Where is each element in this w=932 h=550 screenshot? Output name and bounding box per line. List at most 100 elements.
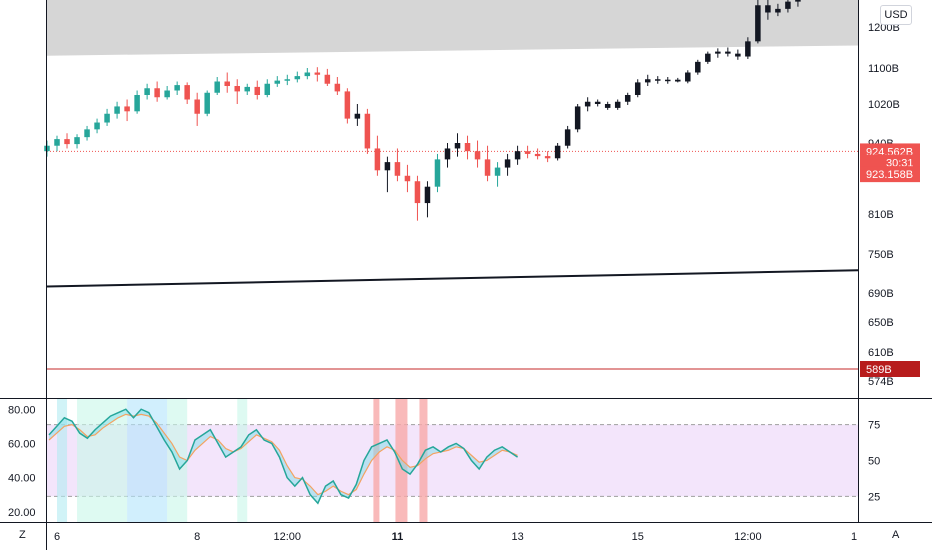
candle bbox=[244, 86, 251, 92]
candle bbox=[464, 143, 471, 152]
candle bbox=[124, 106, 130, 112]
candle bbox=[745, 41, 751, 57]
candle bbox=[114, 106, 120, 114]
price-tick-label: 1020B bbox=[868, 99, 900, 111]
oscillator-left-tick: 60.00 bbox=[8, 438, 36, 450]
candle bbox=[414, 181, 421, 204]
oscillator-right-tick: 25 bbox=[868, 491, 880, 503]
candle bbox=[715, 51, 721, 54]
candle bbox=[604, 104, 611, 108]
candle bbox=[584, 101, 591, 107]
trend-line bbox=[46, 269, 859, 288]
candle bbox=[54, 139, 60, 146]
candle bbox=[164, 90, 170, 98]
auto-scale-button[interactable]: A bbox=[892, 529, 900, 541]
signal-line bbox=[48, 413, 518, 496]
candle bbox=[775, 8, 781, 13]
candle bbox=[144, 88, 150, 95]
candle bbox=[695, 61, 701, 73]
zoom-button[interactable]: Z bbox=[19, 529, 26, 541]
time-tick-label: 6 bbox=[54, 531, 60, 543]
oscillator-line bbox=[48, 408, 518, 505]
currency-label[interactable]: USD bbox=[880, 5, 912, 25]
candle bbox=[765, 5, 771, 13]
candle bbox=[384, 162, 391, 171]
candle bbox=[564, 129, 571, 146]
time-tick-label: 15 bbox=[632, 531, 644, 543]
candle bbox=[705, 53, 711, 62]
candle bbox=[104, 113, 110, 123]
candle bbox=[654, 79, 661, 81]
price-tick-label: 610B bbox=[868, 347, 894, 359]
price-tag-label: 923.158B bbox=[866, 169, 913, 181]
price-tick-label: 1100B bbox=[868, 63, 899, 75]
candle bbox=[594, 101, 601, 104]
candle bbox=[474, 151, 481, 160]
price-tick-label: 574B bbox=[868, 376, 894, 388]
candle bbox=[624, 95, 631, 102]
oscillator-left-tick: 40.00 bbox=[8, 473, 36, 485]
price-tag-label: 589B bbox=[866, 364, 892, 376]
oscillator-left-tick: 20.00 bbox=[8, 507, 36, 519]
oscillator-right-tick: 50 bbox=[868, 456, 880, 468]
candle bbox=[304, 72, 311, 77]
time-tick-label: 12:00 bbox=[734, 531, 762, 543]
time-tick-label: 11 bbox=[392, 531, 404, 543]
candle bbox=[574, 106, 581, 130]
oscillator-right-tick: 75 bbox=[868, 420, 880, 432]
candle bbox=[194, 99, 200, 114]
candle bbox=[544, 156, 551, 159]
candle bbox=[274, 80, 281, 84]
candle bbox=[404, 175, 411, 182]
candle bbox=[214, 81, 220, 93]
candle bbox=[534, 153, 541, 157]
price-tick-label: 650B bbox=[868, 317, 894, 329]
candle bbox=[94, 122, 100, 130]
candle bbox=[685, 72, 691, 82]
candle bbox=[364, 113, 371, 149]
candle bbox=[504, 159, 511, 168]
candle bbox=[795, 0, 801, 2]
candle bbox=[725, 51, 731, 54]
candle bbox=[374, 148, 381, 171]
candle bbox=[735, 53, 741, 57]
candle bbox=[334, 83, 341, 92]
candle bbox=[184, 85, 190, 100]
oscillator-fill bbox=[49, 409, 518, 504]
candle bbox=[785, 1, 791, 9]
candle bbox=[314, 72, 321, 75]
price-tick-label: 810B bbox=[868, 209, 894, 221]
candle bbox=[354, 113, 361, 119]
signal-zone bbox=[57, 399, 68, 522]
candle bbox=[134, 95, 140, 112]
time-tick-label: 13 bbox=[511, 531, 523, 543]
candle bbox=[434, 159, 441, 187]
price-tick-label: 690B bbox=[868, 288, 894, 300]
candle bbox=[324, 74, 331, 84]
candle bbox=[284, 79, 291, 81]
candle bbox=[554, 145, 561, 159]
signal-zone bbox=[127, 399, 168, 522]
oscillator-panel[interactable] bbox=[47, 399, 858, 522]
price-tick-label: 750B bbox=[868, 249, 894, 261]
oscillator-left-tick: 80.00 bbox=[8, 404, 36, 416]
candle bbox=[494, 167, 501, 176]
candle bbox=[264, 83, 271, 95]
candle bbox=[254, 86, 261, 95]
candle bbox=[444, 148, 451, 160]
price-tick-label: 1200B bbox=[868, 22, 900, 34]
candle bbox=[74, 137, 80, 145]
candle bbox=[344, 91, 351, 119]
signal-zone bbox=[237, 399, 248, 522]
candle bbox=[514, 151, 521, 160]
candle bbox=[204, 92, 210, 114]
candle bbox=[644, 79, 651, 83]
candle bbox=[174, 85, 180, 91]
candle bbox=[665, 79, 671, 82]
candle bbox=[234, 86, 240, 92]
candle bbox=[294, 76, 301, 80]
candle bbox=[424, 186, 431, 204]
candle bbox=[634, 82, 641, 95]
